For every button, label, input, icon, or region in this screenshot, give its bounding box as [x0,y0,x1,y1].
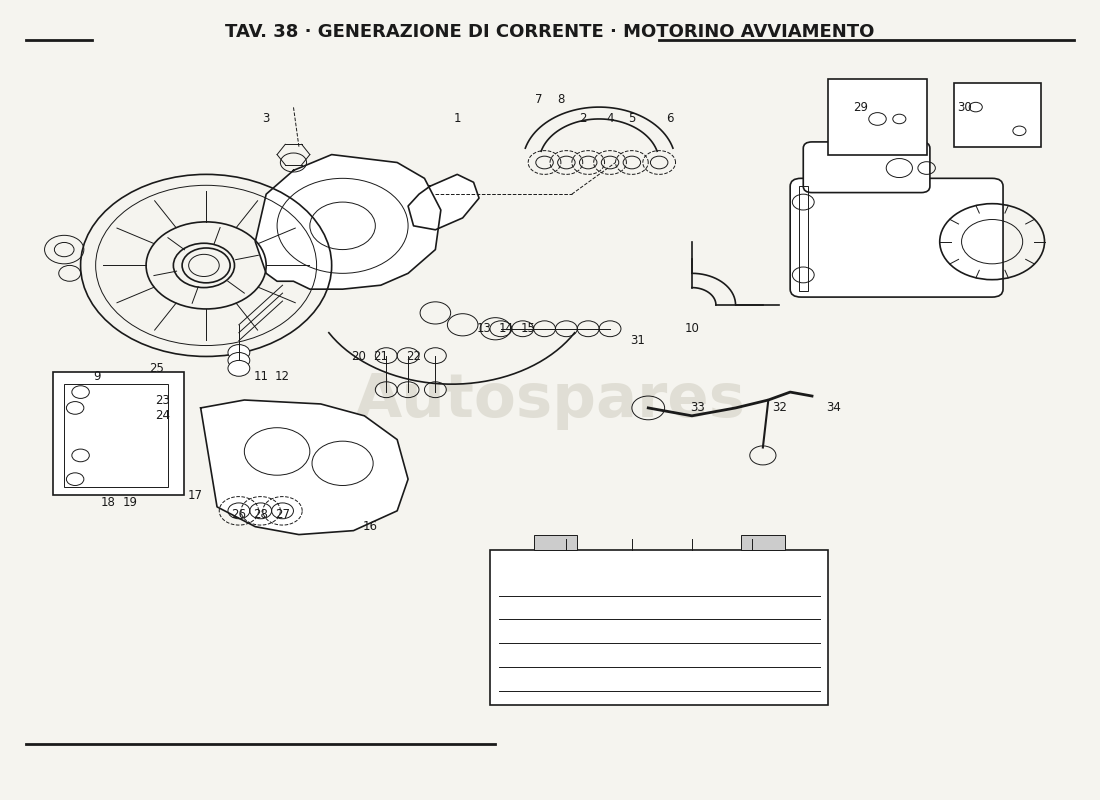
Text: 19: 19 [122,497,138,510]
Text: 28: 28 [253,508,268,522]
Text: 31: 31 [630,334,645,347]
Bar [799,186,807,290]
Text: 20: 20 [352,350,366,363]
Text: 14: 14 [498,322,514,335]
Text: 11: 11 [253,370,268,382]
Text: 7: 7 [536,93,542,106]
Text: 13: 13 [477,322,492,335]
Text: 25: 25 [150,362,164,375]
Text: 5: 5 [628,113,636,126]
Polygon shape [408,174,478,230]
Text: 8: 8 [558,93,564,106]
Text: 33: 33 [690,402,705,414]
Text: 26: 26 [231,508,246,522]
Bar [828,79,926,154]
Text: 32: 32 [772,402,786,414]
Text: Autospares: Autospares [354,370,746,430]
Text: TAV. 38 · GENERAZIONE DI CORRENTE · MOTORINO AVVIAMENTO: TAV. 38 · GENERAZIONE DI CORRENTE · MOTO… [226,23,875,41]
Text: 12: 12 [275,370,290,382]
Bar [954,83,1042,146]
Text: 30: 30 [957,101,972,114]
Circle shape [228,353,250,368]
Text: 17: 17 [188,489,202,502]
Circle shape [228,361,250,376]
Text: 15: 15 [520,322,536,335]
Text: 9: 9 [94,370,101,382]
Bar [64,384,168,487]
Circle shape [228,345,250,361]
Text: 21: 21 [373,350,388,363]
Text: 24: 24 [155,410,170,422]
Text: 22: 22 [406,350,421,363]
Bar [53,372,185,495]
Text: 10: 10 [684,322,700,335]
Text: 1: 1 [453,113,461,126]
Text: 4: 4 [606,113,614,126]
Text: 16: 16 [362,520,377,533]
FancyBboxPatch shape [803,142,930,193]
Bar [490,550,828,705]
Text: 23: 23 [155,394,169,406]
Bar [534,534,578,550]
Text: 3: 3 [263,113,270,126]
Text: 18: 18 [100,497,116,510]
Polygon shape [255,154,441,289]
Polygon shape [200,400,408,534]
Bar [741,534,784,550]
FancyBboxPatch shape [790,178,1003,297]
Text: 27: 27 [275,508,290,522]
Text: 2: 2 [579,113,586,126]
Text: 34: 34 [826,402,842,414]
Text: 6: 6 [667,113,674,126]
Text: 29: 29 [854,101,869,114]
